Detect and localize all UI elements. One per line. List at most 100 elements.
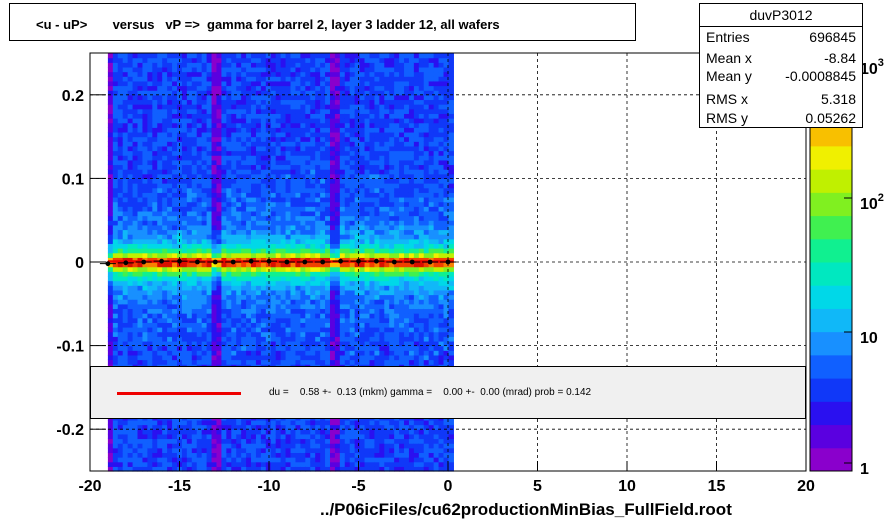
- heatmap-cell: [369, 262, 376, 268]
- heatmap-cell: [167, 317, 173, 323]
- heatmap-cell: [300, 234, 306, 240]
- heatmap-cell: [290, 266, 297, 272]
- heatmap-cell: [265, 354, 272, 361]
- heatmap-cell: [379, 275, 385, 282]
- heatmap-cell: [181, 299, 188, 305]
- heatmap-cell: [157, 118, 163, 124]
- heatmap-cell: [117, 141, 124, 147]
- heatmap-cell: [137, 447, 144, 454]
- heatmap-cell: [315, 90, 321, 96]
- heatmap-cell: [359, 327, 366, 333]
- heatmap-cell: [280, 299, 287, 305]
- heatmap-cell: [246, 424, 252, 430]
- heatmap-cell: [221, 299, 227, 305]
- heatmap-cell: [226, 94, 232, 101]
- heatmap-cell: [206, 262, 213, 268]
- heatmap-cell: [181, 145, 188, 152]
- heatmap-cell: [176, 457, 183, 463]
- heatmap-cell: [206, 271, 213, 277]
- heatmap-cell: [132, 155, 139, 161]
- heatmap-cell: [226, 71, 232, 77]
- heatmap-cell: [191, 57, 198, 63]
- heatmap-cell: [300, 187, 306, 193]
- heatmap-cell: [270, 178, 277, 184]
- heatmap-cell: [196, 345, 203, 351]
- heatmap-cell: [344, 289, 351, 296]
- heatmap-cell: [255, 429, 262, 435]
- heatmap-cell: [310, 466, 316, 472]
- heatmap-cell: [107, 275, 114, 282]
- heatmap-cell: [329, 122, 336, 128]
- heatmap-cell: [285, 238, 292, 245]
- heatmap-cell: [191, 271, 198, 277]
- heatmap-cell: [305, 299, 311, 305]
- heatmap-cell: [117, 201, 124, 207]
- heatmap-cell: [369, 345, 376, 351]
- heatmap-cell: [374, 187, 380, 193]
- heatmap-cell: [162, 85, 168, 91]
- heatmap-cell: [260, 164, 267, 170]
- heatmap-cell: [310, 257, 316, 263]
- heatmap-cell: [201, 345, 208, 351]
- heatmap-cell: [162, 317, 168, 323]
- heatmap-cell: [349, 257, 356, 263]
- heatmap-cell: [300, 308, 306, 314]
- heatmap-cell: [295, 192, 301, 198]
- heatmap-cell: [181, 141, 188, 147]
- heatmap-cell: [236, 466, 242, 472]
- heatmap-cell: [137, 141, 144, 147]
- heatmap-cell: [251, 99, 257, 105]
- heatmap-cell: [206, 187, 213, 193]
- heatmap-cell: [275, 433, 282, 440]
- heatmap-cell: [305, 289, 311, 296]
- heatmap-cell: [329, 141, 336, 147]
- heatmap-cell: [137, 234, 144, 240]
- heatmap-cell: [246, 266, 252, 272]
- heatmap-cell: [344, 340, 351, 347]
- heatmap-cell: [231, 57, 237, 63]
- heatmap-cell: [364, 108, 371, 114]
- heatmap-cell: [196, 187, 203, 193]
- heatmap-cell: [339, 271, 346, 277]
- heatmap-cell: [255, 466, 262, 472]
- heatmap-cell: [236, 173, 242, 179]
- heatmap-cell: [231, 266, 237, 272]
- heatmap-cell: [226, 224, 232, 231]
- heatmap-cell: [339, 122, 346, 128]
- heatmap-cell: [112, 234, 119, 240]
- heatmap-cell: [265, 327, 272, 333]
- heatmap-cell: [334, 424, 341, 430]
- heatmap-cell: [374, 461, 380, 467]
- heatmap-cell: [251, 317, 257, 323]
- heatmap-cell: [359, 71, 366, 77]
- heatmap-cell: [246, 238, 252, 245]
- heatmap-cell: [226, 248, 232, 254]
- heatmap-cell: [280, 178, 287, 184]
- heatmap-cell: [369, 127, 376, 133]
- heatmap-cell: [300, 317, 306, 323]
- heatmap-cell: [132, 94, 139, 101]
- heatmap-cell: [236, 113, 242, 119]
- heatmap-cell: [137, 266, 144, 272]
- heatmap-cell: [157, 136, 163, 142]
- heatmap-cell: [374, 150, 380, 156]
- heatmap-cell: [359, 127, 366, 133]
- heatmap-cell: [107, 248, 114, 254]
- heatmap-cell: [127, 178, 134, 184]
- heatmap-cell: [260, 327, 267, 333]
- heatmap-cell: [236, 433, 242, 440]
- heatmap-cell: [216, 57, 223, 63]
- heatmap-cell: [152, 173, 158, 179]
- heatmap-cell: [181, 210, 188, 217]
- heatmap-cell: [280, 317, 287, 323]
- heatmap-cell: [162, 108, 168, 114]
- heatmap-cell: [132, 429, 139, 435]
- heatmap-cell: [226, 122, 232, 128]
- heatmap-cell: [112, 85, 119, 91]
- heatmap-cell: [172, 196, 178, 203]
- heatmap-cell: [300, 419, 306, 426]
- heatmap-cell: [354, 424, 361, 430]
- heatmap-cell: [122, 452, 129, 458]
- heatmap-cell: [157, 187, 163, 193]
- heatmap-cell: [310, 234, 316, 240]
